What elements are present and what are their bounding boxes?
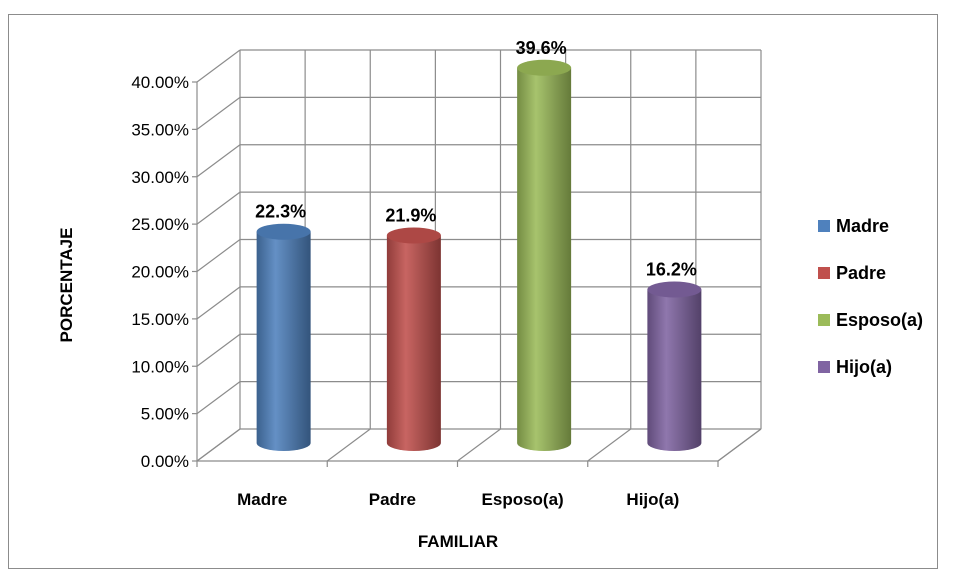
legend-label: Madre [836,216,889,236]
legend-swatch [818,314,830,326]
chart-frame [8,14,938,569]
legend-swatch [818,361,830,373]
data-label: 16.2% [646,260,697,280]
floor-divider [717,428,762,462]
bar-top [386,227,441,244]
y-tick-label: 40.00% [131,73,189,92]
data-label: 22.3% [255,202,306,222]
y-tick-label: 25.00% [131,215,189,234]
y-tick-label: 30.00% [131,168,189,187]
bar-body [256,231,311,451]
x-axis-label: FAMILIAR [418,532,498,551]
bar-top [517,59,572,76]
side-gridline [196,239,241,272]
y-tick-label: 35.00% [131,120,189,139]
bar-top [256,223,311,240]
y-tick-label: 0.00% [141,452,189,471]
bar-padre [386,227,441,451]
bar-body [517,67,572,451]
side-gridline [196,333,241,367]
x-tick-label: Esposo(a) [482,490,564,509]
floor-divider [587,428,632,462]
y-axis-ticks: 0.00% 5.00% 10.00% 15.00% 20.00% 25.00% 30.00%… [131,73,197,471]
bar-madre [256,223,311,451]
data-label: 39.6% [516,38,567,58]
bar-hijoa [647,281,702,451]
data-label: 21.9% [385,205,436,225]
side-gridline [196,96,241,130]
floor-divider [326,428,371,462]
legend-label: Esposo(a) [836,310,923,330]
data-labels: 22.3% 21.9% 39.6% 16.2% [255,38,697,280]
bar-body [647,289,702,451]
legend-label: Hijo(a) [836,357,892,377]
x-tick-label: Hijo(a) [626,490,679,509]
x-tick-label: Madre [237,490,287,509]
bar-esposoa [517,59,572,451]
y-tick-label: 5.00% [141,405,189,424]
side-gridline [196,191,241,225]
floor-divider [457,428,501,462]
y-tick-label: 15.00% [131,310,189,329]
x-tick-label: Padre [369,490,416,509]
x-axis-ticks: Madre Padre Esposo(a) Hijo(a) [237,490,679,509]
floor-divider [196,428,241,462]
side-gridline [196,49,241,83]
side-gridline [196,286,241,320]
legend-swatch [818,267,830,279]
legend: Madre Padre Esposo(a) Hijo(a) [818,216,923,377]
y-tick-label: 20.00% [131,263,189,282]
side-gridline [196,381,241,415]
bar-body [386,235,441,451]
bars [256,59,702,451]
side-gridline [196,144,241,178]
bar-top [647,281,702,298]
y-axis-label: PORCENTAJE [57,228,76,343]
y-tick-label: 10.00% [131,357,189,376]
legend-label: Padre [836,263,886,283]
legend-swatch [818,220,830,232]
